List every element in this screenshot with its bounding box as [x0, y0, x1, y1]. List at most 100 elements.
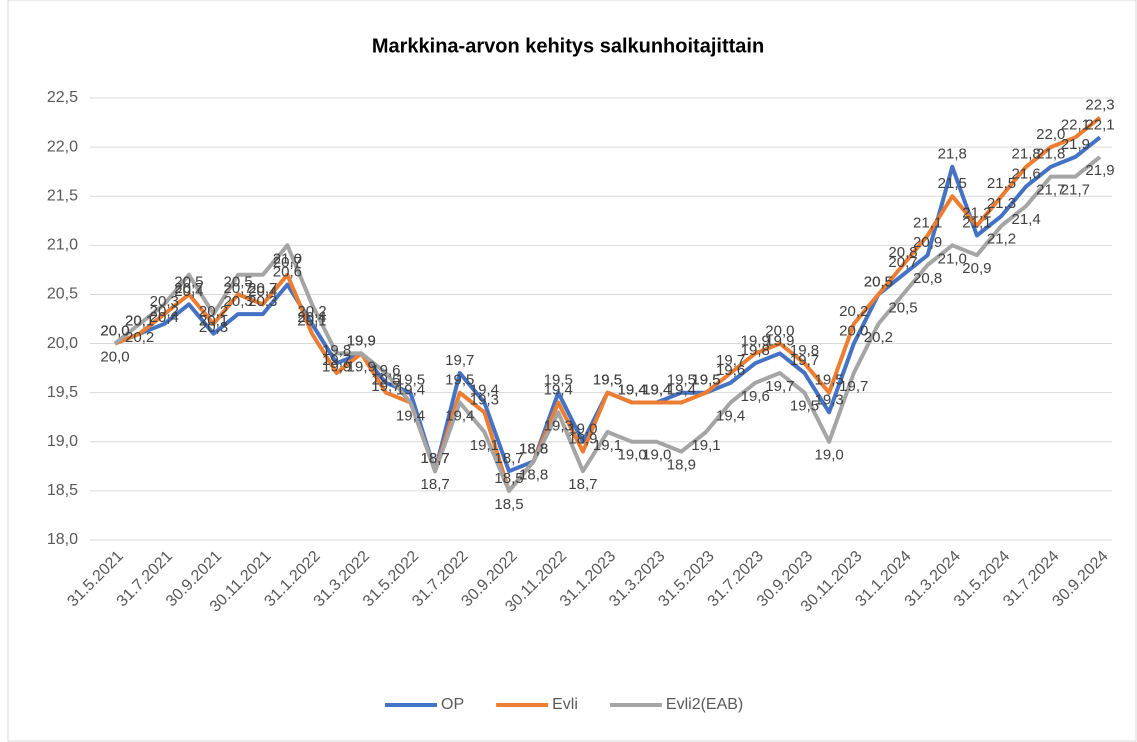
data-label: 22,1	[1061, 116, 1090, 133]
data-label: 20,5	[224, 273, 253, 290]
data-label: 19,8	[322, 342, 351, 359]
data-label: 18,5	[494, 496, 523, 513]
data-label: 19,0	[815, 447, 844, 464]
data-label: 20,0	[100, 323, 129, 340]
data-label: 19,9	[347, 358, 376, 375]
data-label: 18,9	[568, 431, 597, 448]
y-tick-label: 22,0	[47, 138, 78, 155]
data-label: 19,7	[445, 352, 474, 369]
data-label: 19,8	[741, 342, 770, 359]
legend-label: Evli2(EAB)	[666, 696, 743, 713]
data-label: 20,3	[248, 293, 277, 310]
data-label: 20,7	[888, 254, 917, 271]
data-label: 20,0	[765, 323, 794, 340]
data-label: 19,5	[396, 372, 425, 389]
chart-frame	[7, 0, 1137, 742]
data-label: 20,3	[224, 293, 253, 310]
data-label: 19,4	[667, 381, 696, 398]
data-label: 19,4	[396, 407, 425, 424]
data-label: 20,1	[125, 313, 154, 330]
data-label: 19,7	[839, 378, 868, 395]
data-label: 19,1	[691, 437, 720, 454]
data-label: 19,4	[618, 381, 647, 398]
data-label: 20,0	[100, 349, 129, 366]
data-label: 18,5	[494, 470, 523, 487]
data-label: 19,7	[716, 352, 745, 369]
data-label: 20,7	[248, 280, 277, 297]
data-label: 20,4	[248, 283, 277, 300]
data-label: 19,5	[667, 372, 696, 389]
line-series	[113, 155, 1102, 493]
data-label: 19,4	[470, 381, 499, 398]
data-label: 20,0	[100, 323, 129, 340]
data-label: 18,7	[421, 450, 450, 467]
data-label: 20,2	[839, 303, 868, 320]
data-label: 20,9	[913, 234, 942, 251]
y-tick-label: 19,5	[47, 384, 78, 401]
data-label: 22,1	[1085, 116, 1114, 133]
data-label: 19,7	[322, 352, 351, 369]
data-label: 21,7	[1061, 182, 1090, 199]
data-label: 20,6	[273, 264, 302, 281]
data-label: 20,5	[864, 273, 893, 290]
data-label: 19,5	[544, 372, 573, 389]
chart-title: Markkina-arvon kehitys salkunhoitajittai…	[372, 35, 764, 57]
data-label: 22,3	[1085, 97, 1114, 114]
data-label: 20,3	[150, 293, 179, 310]
data-label: 19,3	[470, 391, 499, 408]
data-label: 21,2	[962, 205, 991, 222]
data-label: 21,8	[1036, 146, 1065, 163]
data-label: 20,2	[150, 303, 179, 320]
data-label: 20,1	[199, 313, 228, 330]
data-label: 20,4	[174, 283, 203, 300]
data-label: 21,4	[1012, 211, 1041, 228]
data-label: 19,9	[322, 358, 351, 375]
data-label: 20,8	[888, 244, 917, 261]
data-label: 18,7	[421, 476, 450, 493]
data-label: 19,6	[741, 388, 770, 405]
data-label: 20,7	[224, 280, 253, 297]
y-tick-label: 18,0	[47, 531, 78, 548]
data-label: 20,1	[125, 313, 154, 330]
data-label: 20,9	[962, 260, 991, 277]
data-label: 19,6	[716, 362, 745, 379]
data-label: 19,7	[765, 378, 794, 395]
data-label: 20,7	[174, 280, 203, 297]
data-label: 19,4	[618, 381, 647, 398]
y-tick-label: 22,5	[47, 89, 78, 106]
data-label: 20,5	[888, 299, 917, 316]
data-label: 21,7	[1036, 182, 1065, 199]
data-label: 19,5	[691, 372, 720, 389]
data-label: 19,3	[544, 417, 573, 434]
data-label: 20,5	[864, 273, 893, 290]
y-tick-label: 20,0	[47, 335, 78, 352]
data-label: 21,6	[1012, 165, 1041, 182]
data-label: 18,8	[519, 466, 548, 483]
data-label: 20,4	[297, 309, 326, 326]
y-tick-label: 18,5	[47, 482, 78, 499]
data-label: 21,8	[938, 146, 967, 163]
data-label: 21,2	[987, 231, 1016, 248]
data-label: 21,1	[962, 214, 991, 231]
data-label: 19,7	[371, 378, 400, 395]
data-label: 19,4	[445, 407, 474, 424]
data-label: 21,9	[1061, 136, 1090, 153]
data-label: 21,0	[273, 250, 302, 267]
data-label: 19,9	[765, 332, 794, 349]
data-label: 19,5	[815, 372, 844, 389]
data-label: 18,8	[519, 440, 548, 457]
data-label: 20,2	[297, 303, 326, 320]
data-label: 20,8	[913, 270, 942, 287]
data-label: 20,3	[199, 319, 228, 336]
data-label: 18,7	[494, 450, 523, 467]
data-label: 18,9	[667, 457, 696, 474]
data-label: 20,1	[297, 313, 326, 330]
data-label: 22,0	[1036, 126, 1065, 143]
data-label: 19,9	[741, 332, 770, 349]
data-label: 19,9	[347, 332, 376, 349]
data-label: 19,5	[790, 398, 819, 415]
data-label: 21,8	[1012, 146, 1041, 163]
data-label: 21,5	[987, 175, 1016, 192]
data-label: 19,0	[642, 447, 671, 464]
data-label: 19,4	[396, 381, 425, 398]
